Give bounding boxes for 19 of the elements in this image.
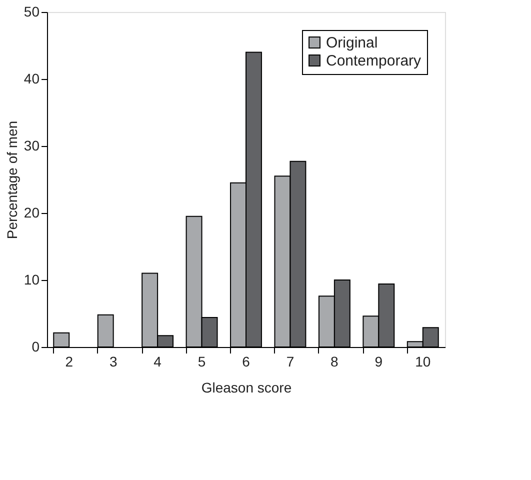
y-tick-label: 30	[24, 138, 40, 154]
legend-label: Contemporary	[326, 52, 422, 70]
x-tick-label: 5	[198, 354, 206, 370]
x-tick-label: 10	[415, 354, 431, 370]
x-tick-label: 4	[154, 354, 162, 370]
x-tick-label: 6	[242, 354, 250, 370]
y-tick-label: 0	[32, 338, 40, 354]
x-axis-title: Gleason score	[201, 380, 292, 396]
y-tick-label: 10	[24, 272, 40, 288]
legend-label: Original	[326, 34, 378, 52]
y-tick-label: 40	[24, 70, 40, 86]
y-tick-label: 50	[24, 4, 40, 20]
x-tick-label: 9	[374, 354, 383, 370]
x-tick-label: 8	[330, 354, 339, 370]
x-tick-label: 2	[65, 354, 74, 370]
y-tick-label: 20	[24, 204, 40, 220]
x-tick-label: 7	[286, 354, 294, 370]
x-tick-label: 3	[109, 354, 118, 370]
y-axis-title: Percentage of men	[4, 120, 20, 240]
